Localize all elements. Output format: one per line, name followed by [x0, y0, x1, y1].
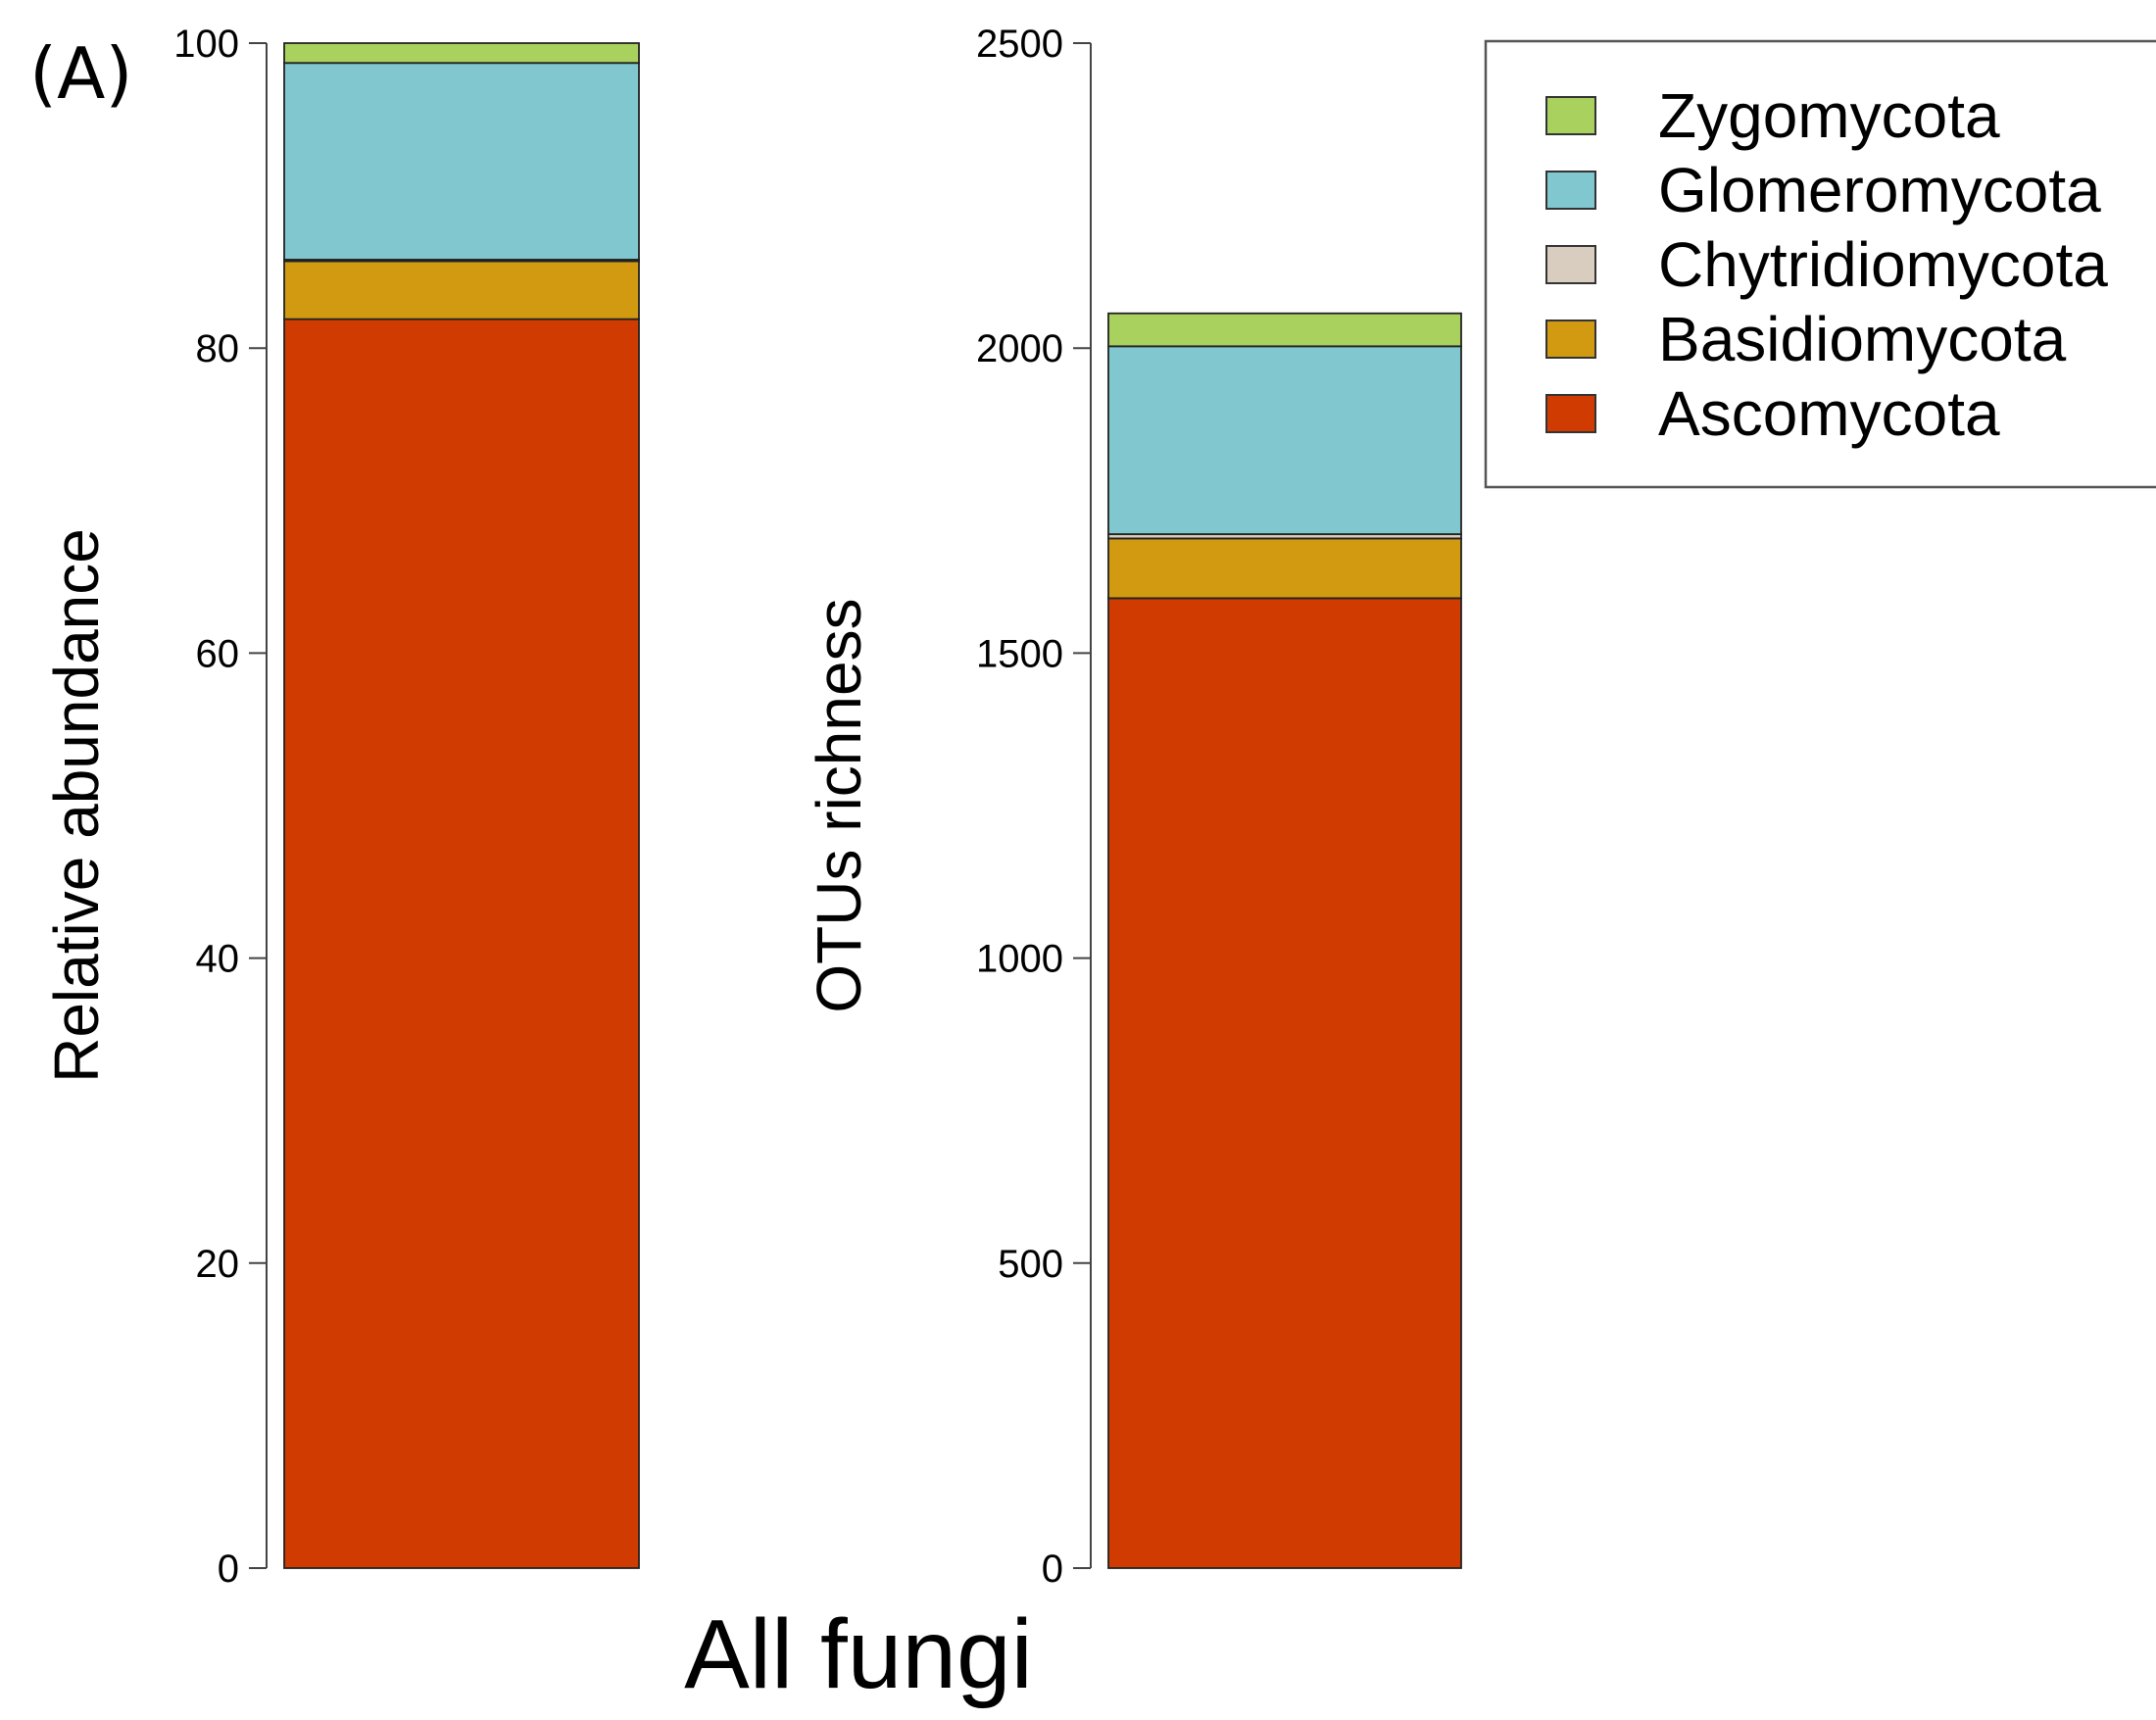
y-tick-label: 2500 [976, 23, 1063, 66]
bar-segment-glomeromycota [1107, 345, 1462, 535]
bar-segment-zygomycota [283, 42, 640, 65]
bar-segment-zygomycota [1107, 312, 1462, 348]
legend-swatch-glomeromycota [1545, 171, 1596, 210]
bar-segment-glomeromycota [283, 62, 640, 261]
legend-swatch-ascomycota [1545, 394, 1596, 433]
y-tick-label: 40 [196, 938, 240, 981]
y-tick-label: 1500 [976, 632, 1063, 675]
legend-label: Ascomycota [1658, 378, 2000, 449]
y-tick-label: 1000 [976, 938, 1063, 981]
y-tick-label: 500 [998, 1243, 1063, 1286]
legend-swatch-zygomycota [1545, 96, 1596, 135]
legend: ZygomycotaGlomeromycotaChytridiomycotaBa… [1484, 39, 2156, 489]
legend-label: Basidiomycota [1658, 304, 2067, 374]
legend-label: Glomeromycota [1658, 155, 2101, 225]
y-tick-label: 80 [196, 327, 240, 370]
otu-richness-panel: 0 500 1000 1500 2000 2500 OTUs richness [804, 23, 1462, 1591]
y-tick-label: 2000 [976, 327, 1063, 370]
y-tick-label: 60 [196, 632, 240, 675]
y-tick-label: 100 [173, 23, 239, 66]
y-tick-label: 0 [1042, 1548, 1063, 1591]
bar-segment-ascomycota [1107, 597, 1462, 1569]
legend-label: Chytridiomycota [1658, 229, 2108, 300]
legend-swatch-basidiomycota [1545, 319, 1596, 359]
relative-abundance-panel: 0 20 40 60 80 100 Relative abundance [41, 23, 640, 1591]
bar-segment-basidiomycota [283, 260, 640, 320]
y-axis-title: Relative abundance [41, 528, 112, 1083]
legend-frame [1484, 39, 2156, 489]
bar-segment-ascomycota [283, 318, 640, 1569]
y-tick-label: 0 [218, 1548, 239, 1591]
legend-swatch-chytridiomycota [1545, 245, 1596, 284]
y-tick-label: 20 [196, 1243, 240, 1286]
bar-segment-basidiomycota [1107, 537, 1462, 600]
y-axis-title: OTUs richness [804, 598, 874, 1012]
panel-label: (A) [29, 32, 132, 115]
group-label: All fungi [684, 1599, 1033, 1709]
legend-label: Zygomycota [1658, 80, 2000, 151]
